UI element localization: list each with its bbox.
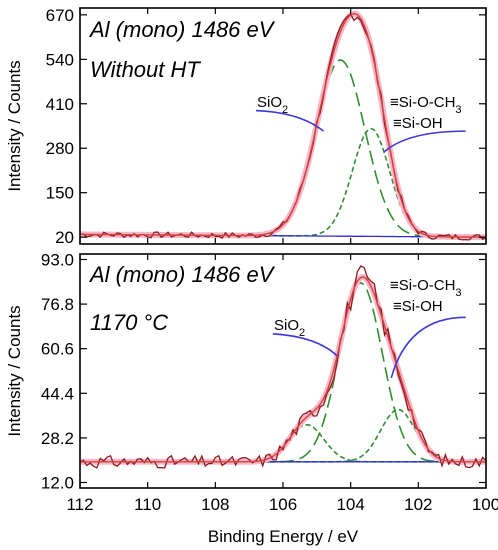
top-raw-data <box>79 13 487 241</box>
x-axis-label: Binding Energy / eV <box>208 527 359 546</box>
bottom-plot-area <box>78 265 488 469</box>
x-tick-label: 100 <box>472 495 498 514</box>
top-y-tick-label: 540 <box>46 50 74 69</box>
top-y-tick-label: 20 <box>55 228 74 247</box>
bottom-y-tick-label: 28.2 <box>41 429 74 448</box>
top-annotation-sio2: SiO2 <box>257 94 288 116</box>
top-annotation-si-o-ch3: ≡Si-O-CH3 <box>390 94 462 116</box>
top-y-ticks: 20 150 280 410 540 670 <box>46 6 486 247</box>
bottom-pointer-sio2 <box>272 333 338 357</box>
bottom-y-tick-label: 44.4 <box>41 384 74 403</box>
bottom-annotation-si-oh: ≡Si-OH <box>393 298 443 315</box>
bottom-y-tick-label: 93.0 <box>41 251 74 270</box>
bottom-y-ticks: 12.0 28.2 44.4 60.6 76.8 93.0 <box>41 251 486 492</box>
x-tick-label: 110 <box>134 495 161 514</box>
bottom-y-tick-label: 60.6 <box>41 340 74 359</box>
bottom-y-tick-label: 12.0 <box>41 473 74 492</box>
bottom-raw-data <box>79 265 487 469</box>
x-tick-label: 108 <box>201 495 229 514</box>
top-annotation-si-oh: ≡Si-OH <box>393 115 443 132</box>
bottom-title-line-2: 1170 °C <box>90 310 168 335</box>
top-pointer-si-oh <box>383 130 466 153</box>
bottom-component-3 <box>80 408 486 463</box>
top-component-1 <box>80 59 487 238</box>
bottom-pointer-si-oh <box>390 316 466 379</box>
bottom-annotation-si-o-ch3: ≡Si-O-CH3 <box>390 277 462 299</box>
top-pointer-sio2 <box>255 109 325 132</box>
bottom-panel: 12.0 28.2 44.4 60.6 76.8 93.0 112 110 108 106 104… <box>5 251 498 514</box>
top-y-tick-label: 280 <box>46 139 74 158</box>
top-y-axis-label: Intensity / Counts <box>5 60 24 191</box>
x-tick-label: 104 <box>336 495 364 514</box>
bottom-y-axis-label: Intensity / Counts <box>5 305 24 436</box>
top-fit-envelope <box>80 12 487 238</box>
bottom-annotation-sio2: SiO2 <box>274 317 305 339</box>
x-tick-label: 112 <box>66 495 93 514</box>
top-plot-area <box>78 10 488 241</box>
top-panel: 20 150 280 410 540 670 Al (mono) 1486 eV With… <box>5 6 488 247</box>
x-tick-label: 102 <box>404 495 432 514</box>
bottom-y-tick-label: 76.8 <box>41 295 74 314</box>
top-y-tick-label: 670 <box>46 6 74 25</box>
top-title-line-1: Al (mono) 1486 eV <box>88 17 276 42</box>
top-y-tick-label: 150 <box>46 184 74 203</box>
x-tick-label: 106 <box>269 495 297 514</box>
bottom-title-line-1: Al (mono) 1486 eV <box>88 262 276 287</box>
top-title-line-2: Without HT <box>90 57 201 82</box>
top-x-ticks <box>79 8 487 244</box>
bottom-fit-envelope <box>80 276 486 463</box>
bottom-x-ticks: 112 110 108 106 104 102 100 <box>66 254 498 514</box>
top-y-tick-label: 410 <box>46 95 74 114</box>
